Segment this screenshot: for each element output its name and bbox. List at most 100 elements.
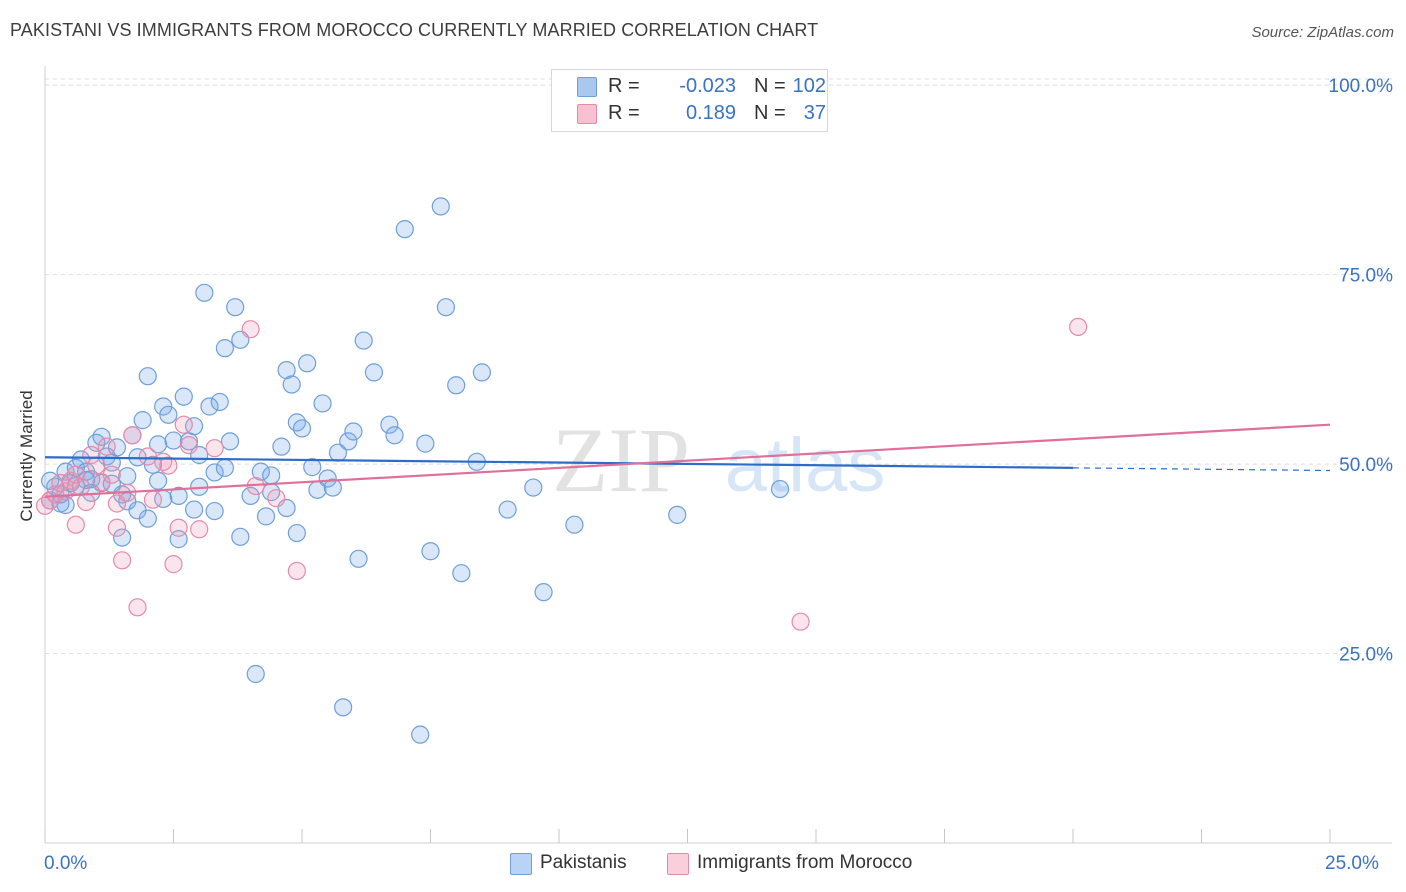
data-point — [226, 298, 245, 317]
data-point — [452, 564, 471, 583]
grid-lines — [45, 78, 1392, 655]
data-point — [190, 520, 209, 539]
data-point — [159, 405, 178, 424]
data-point — [313, 394, 332, 413]
y-tick-label: 75.0% — [1339, 266, 1393, 287]
data-point — [246, 664, 265, 684]
data-point — [66, 515, 85, 534]
data-point — [200, 397, 219, 416]
data-point — [164, 555, 183, 574]
data-point — [251, 462, 270, 481]
y-tick-label: 100.0% — [1329, 76, 1394, 97]
data-point — [241, 320, 260, 339]
data-point — [770, 479, 790, 499]
trend-line-morocco — [44, 423, 1331, 498]
data-point — [46, 485, 65, 504]
data-point — [169, 486, 188, 506]
data-point — [143, 490, 163, 509]
data-point — [169, 518, 188, 537]
morocco-points — [35, 317, 1088, 631]
data-point — [385, 426, 404, 445]
data-point — [565, 515, 584, 534]
data-point — [256, 507, 276, 526]
legend-swatch-morocco — [577, 104, 597, 124]
data-point — [205, 463, 224, 482]
data-point — [364, 363, 384, 382]
data-point — [92, 473, 111, 492]
data-point — [416, 434, 435, 453]
data-point — [349, 549, 368, 568]
data-point — [282, 375, 301, 394]
data-point — [174, 415, 193, 434]
data-point — [534, 583, 553, 602]
data-point — [118, 467, 137, 486]
data-point — [71, 477, 91, 496]
pakistanis-points — [41, 197, 790, 744]
data-point — [138, 509, 157, 528]
trend-lines — [44, 423, 1331, 498]
data-point — [138, 447, 157, 466]
data-point — [102, 465, 121, 484]
data-point — [436, 298, 456, 317]
data-point — [220, 432, 240, 451]
data-point — [287, 561, 306, 581]
trend-line-pakistanis — [44, 456, 1074, 469]
data-point — [267, 489, 286, 508]
data-point — [344, 422, 363, 441]
x-tick-label-min: 0.0% — [44, 853, 88, 874]
data-point — [215, 458, 234, 477]
data-point — [262, 466, 281, 485]
chart-title: PAKISTANI VS IMMIGRANTS FROM MOROCCO CUR… — [10, 20, 819, 40]
data-point — [298, 354, 317, 373]
data-point — [97, 437, 116, 456]
data-point — [668, 505, 687, 524]
legend-n-label: N = — [754, 102, 786, 124]
data-point — [56, 462, 75, 481]
data-point — [215, 339, 234, 358]
x-tick-label-max: 25.0% — [1325, 853, 1379, 874]
data-point — [184, 500, 204, 519]
data-point — [138, 367, 157, 386]
data-point — [303, 458, 322, 477]
data-point — [241, 486, 260, 506]
data-point — [231, 527, 250, 546]
data-point — [205, 501, 224, 521]
data-point — [148, 435, 168, 454]
legend-r-value: 0.189 — [685, 102, 736, 124]
data-point — [77, 492, 96, 512]
data-point — [411, 725, 430, 744]
data-point — [472, 363, 491, 382]
y-tick-labels: 25.0% 50.0% 75.0% 100.0% — [1329, 76, 1394, 665]
y-tick-label: 50.0% — [1339, 455, 1393, 476]
legend-n-value: 37 — [803, 102, 826, 124]
data-point — [1069, 317, 1088, 337]
data-point — [431, 197, 450, 216]
data-point — [92, 427, 111, 446]
data-point — [791, 612, 810, 631]
legend-r-value: -0.023 — [679, 75, 736, 97]
legend-r-label: R = — [608, 75, 640, 97]
data-point — [287, 523, 306, 543]
data-point — [277, 361, 296, 380]
data-point — [354, 331, 373, 350]
data-point — [133, 411, 152, 430]
data-point — [524, 478, 543, 497]
data-point — [447, 376, 466, 395]
data-point — [210, 392, 229, 412]
data-point — [179, 436, 199, 455]
y-tick-label: 25.0% — [1339, 645, 1393, 666]
legend-swatch-pakistanis — [510, 853, 532, 875]
correlation-legend: R = -0.023 N = 102 R = 0.189 N = 37 — [551, 69, 828, 132]
legend-label-pakistanis: Pakistanis — [540, 852, 627, 873]
legend-swatch-morocco — [667, 853, 689, 875]
data-point — [318, 469, 337, 488]
legend-r-label: R = — [608, 102, 640, 124]
legend-label-morocco: Immigrants from Morocco — [697, 852, 913, 873]
data-point — [159, 456, 178, 475]
data-point — [334, 698, 353, 717]
legend-swatch-pakistanis — [577, 77, 597, 97]
watermark-zip: ZIP — [552, 409, 690, 511]
data-point — [292, 419, 312, 438]
data-point — [123, 426, 142, 445]
